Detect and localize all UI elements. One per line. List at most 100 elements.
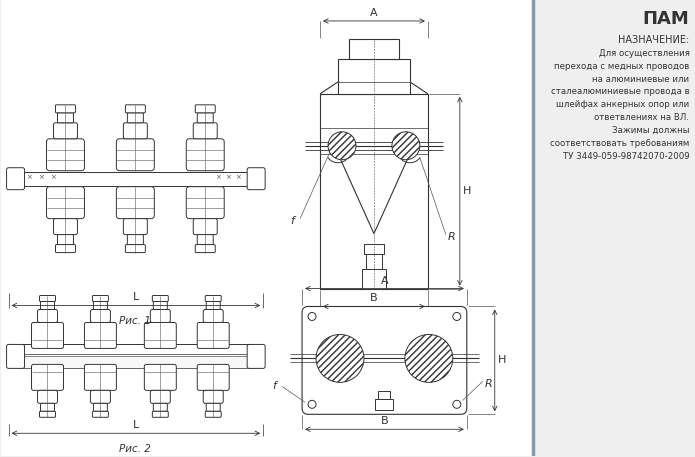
FancyBboxPatch shape (47, 187, 84, 218)
Text: R: R (448, 232, 456, 242)
Text: R: R (485, 379, 493, 389)
Circle shape (308, 400, 316, 408)
FancyBboxPatch shape (152, 296, 168, 302)
FancyBboxPatch shape (152, 411, 168, 417)
Text: A: A (370, 8, 378, 18)
FancyBboxPatch shape (154, 404, 167, 411)
Bar (320, 94, 428, 288)
Bar (375, 399, 393, 410)
FancyBboxPatch shape (92, 296, 108, 302)
Text: B: B (370, 293, 378, 303)
FancyBboxPatch shape (90, 309, 111, 323)
Text: L: L (133, 420, 139, 430)
FancyBboxPatch shape (145, 323, 177, 348)
FancyBboxPatch shape (124, 123, 147, 139)
Text: ×: × (215, 175, 221, 181)
FancyBboxPatch shape (203, 309, 223, 323)
FancyBboxPatch shape (186, 187, 224, 218)
Circle shape (392, 132, 420, 160)
FancyBboxPatch shape (195, 105, 215, 113)
Bar (349, 39, 399, 59)
FancyBboxPatch shape (150, 390, 170, 404)
FancyBboxPatch shape (6, 168, 24, 190)
FancyBboxPatch shape (84, 364, 116, 390)
Text: Рис. 2: Рис. 2 (120, 444, 152, 454)
Text: L: L (133, 292, 139, 303)
Text: ·: · (220, 351, 224, 361)
FancyBboxPatch shape (195, 244, 215, 253)
FancyBboxPatch shape (127, 234, 143, 244)
Text: ·: · (42, 351, 47, 361)
FancyBboxPatch shape (56, 244, 76, 253)
Bar (364, 244, 384, 254)
FancyBboxPatch shape (186, 139, 224, 171)
FancyBboxPatch shape (54, 123, 77, 139)
FancyBboxPatch shape (40, 404, 54, 411)
FancyBboxPatch shape (38, 390, 58, 404)
FancyBboxPatch shape (116, 139, 154, 171)
FancyBboxPatch shape (93, 302, 108, 309)
FancyBboxPatch shape (150, 309, 170, 323)
Text: ×: × (235, 175, 241, 181)
FancyBboxPatch shape (145, 364, 177, 390)
Bar (19, 345, 253, 368)
FancyBboxPatch shape (197, 364, 229, 390)
FancyBboxPatch shape (205, 296, 221, 302)
FancyBboxPatch shape (197, 234, 213, 244)
FancyBboxPatch shape (54, 218, 77, 234)
Bar (366, 254, 382, 269)
FancyBboxPatch shape (40, 302, 54, 309)
Circle shape (453, 400, 461, 408)
Text: Рис. 1: Рис. 1 (120, 317, 152, 326)
Text: ×: × (38, 175, 44, 181)
Text: B: B (381, 416, 389, 426)
FancyBboxPatch shape (125, 105, 145, 113)
FancyBboxPatch shape (197, 323, 229, 348)
Bar (532, 0, 694, 456)
Bar (338, 59, 410, 94)
FancyBboxPatch shape (6, 345, 24, 368)
FancyBboxPatch shape (58, 234, 74, 244)
Text: f: f (272, 381, 276, 391)
Circle shape (453, 313, 461, 320)
FancyBboxPatch shape (206, 404, 220, 411)
FancyBboxPatch shape (154, 302, 167, 309)
Text: ×: × (225, 175, 231, 181)
Bar (1, 0, 532, 456)
Text: НАЗНАЧЕНИЕ:: НАЗНАЧЕНИЕ: (618, 35, 689, 45)
Circle shape (328, 132, 356, 160)
Text: ·: · (23, 351, 26, 361)
FancyBboxPatch shape (124, 218, 147, 234)
FancyBboxPatch shape (203, 390, 223, 404)
FancyBboxPatch shape (127, 113, 143, 123)
Bar (19, 172, 253, 186)
FancyBboxPatch shape (84, 323, 116, 348)
FancyBboxPatch shape (197, 113, 213, 123)
Circle shape (316, 335, 364, 383)
Bar (362, 269, 386, 288)
FancyBboxPatch shape (205, 411, 221, 417)
FancyBboxPatch shape (247, 345, 265, 368)
FancyBboxPatch shape (302, 307, 467, 414)
Circle shape (405, 335, 453, 383)
FancyBboxPatch shape (247, 168, 265, 190)
Text: ·: · (33, 351, 36, 361)
FancyBboxPatch shape (40, 411, 56, 417)
FancyBboxPatch shape (125, 244, 145, 253)
Bar (19, 356, 253, 368)
FancyBboxPatch shape (47, 139, 84, 171)
FancyBboxPatch shape (116, 187, 154, 218)
FancyBboxPatch shape (58, 113, 74, 123)
Bar (378, 391, 390, 399)
FancyBboxPatch shape (206, 302, 220, 309)
FancyBboxPatch shape (40, 296, 56, 302)
Text: ·: · (230, 351, 234, 361)
Text: ×: × (49, 175, 56, 181)
Text: ·: · (240, 351, 244, 361)
FancyBboxPatch shape (90, 390, 111, 404)
FancyBboxPatch shape (31, 364, 63, 390)
Circle shape (308, 313, 316, 320)
FancyBboxPatch shape (56, 105, 76, 113)
Text: f: f (290, 216, 294, 226)
FancyBboxPatch shape (38, 309, 58, 323)
